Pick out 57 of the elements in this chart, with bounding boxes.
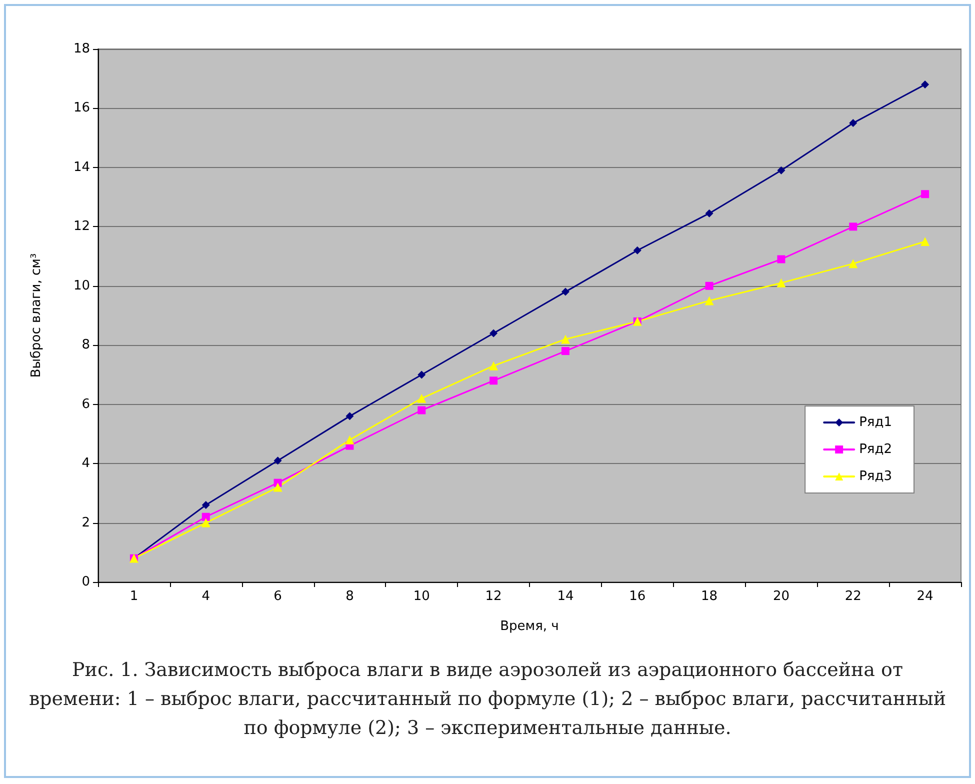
- x-axis-title: Время, ч: [500, 619, 559, 634]
- x-tick-label: 1: [130, 589, 138, 604]
- y-tick-label: 18: [73, 42, 90, 56]
- point: [776, 278, 786, 288]
- text: Рис. 1. Зависимость выброса влаги в виде аэрозолей из аэрационного бассейна от времени: 1 – выброс влаги, рассчитанный по формуле (1); 2 – выброс влаги, рассчитанный по формуле (2); 3 – экспериментальные данные.: [28, 658, 948, 741]
- point: [705, 282, 714, 290]
- point: [202, 512, 210, 521]
- y-tick-label: 8: [82, 338, 90, 353]
- x-tick-label: 20: [772, 589, 790, 604]
- point: [920, 236, 930, 246]
- x-tick-label: 4: [202, 589, 210, 604]
- x-tick-label: 6: [274, 589, 282, 604]
- y-tick-label: 12: [73, 219, 90, 234]
- y-tick-label: 14: [73, 160, 90, 175]
- point: [777, 166, 786, 174]
- point: [848, 259, 858, 268]
- x-tick-label: 16: [629, 589, 646, 604]
- legend-label: Ряд3: [859, 469, 892, 484]
- point: [921, 80, 930, 89]
- point: [201, 518, 210, 528]
- point: [418, 406, 426, 414]
- y-tick-label: 10: [73, 278, 90, 294]
- x-tick-label: 24: [916, 589, 934, 604]
- x-tick-label: 22: [844, 589, 862, 604]
- x-tick-label: 18: [701, 589, 718, 604]
- point: [777, 255, 786, 264]
- point: [849, 222, 858, 231]
- point: [633, 246, 642, 254]
- y-tick-label: 16: [73, 100, 90, 116]
- point: [561, 347, 570, 356]
- legend-label: Ряд2: [859, 442, 892, 457]
- point: [921, 190, 930, 198]
- point: [489, 361, 498, 370]
- y-tick-label: 0: [82, 574, 90, 590]
- y-tick-label: 6: [82, 396, 90, 412]
- x-tick-label: 10: [413, 589, 430, 604]
- x-tick-label: 12: [485, 589, 502, 604]
- point: [849, 119, 858, 128]
- point: [490, 329, 498, 338]
- point: [274, 456, 282, 465]
- point: [705, 209, 714, 218]
- point: [346, 412, 354, 420]
- y-axis-title: Выброс влаги, см³: [29, 253, 44, 378]
- x-tick-label: 14: [557, 589, 574, 604]
- legend-label: Ряд1: [859, 415, 892, 430]
- point: [490, 376, 498, 385]
- point: [561, 288, 570, 296]
- point: [418, 370, 426, 379]
- y-tick-label: 4: [82, 456, 90, 472]
- point: [417, 394, 426, 403]
- point: [345, 435, 354, 444]
- point: [273, 482, 282, 492]
- point: [704, 296, 714, 306]
- point: [560, 334, 570, 344]
- x-tick-label: 8: [346, 589, 354, 604]
- point: [202, 501, 210, 510]
- y-tick-label: 2: [82, 515, 90, 530]
